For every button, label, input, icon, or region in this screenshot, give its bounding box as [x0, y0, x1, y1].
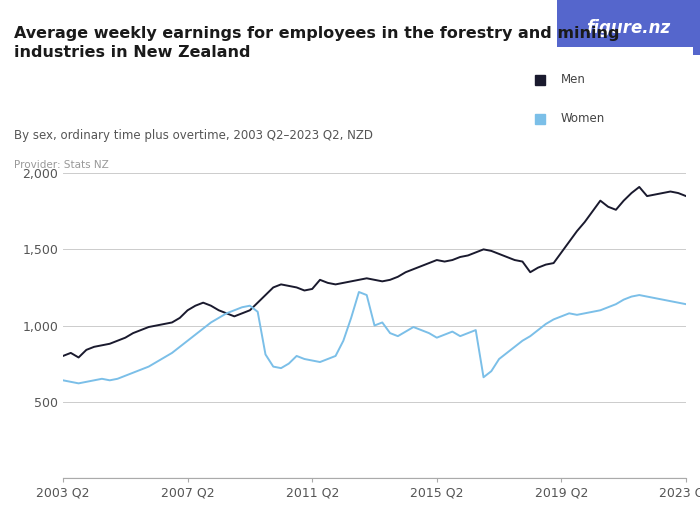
- Text: Average weekly earnings for employees in the forestry and mining
industries in N: Average weekly earnings for employees in…: [14, 26, 620, 60]
- Text: Men: Men: [561, 73, 586, 86]
- Text: By sex, ordinary time plus overtime, 2003 Q2–2023 Q2, NZD: By sex, ordinary time plus overtime, 200…: [14, 129, 373, 142]
- Text: figure.nz: figure.nz: [586, 18, 671, 37]
- Text: Women: Women: [561, 112, 606, 125]
- Text: Provider: Stats NZ: Provider: Stats NZ: [14, 160, 108, 170]
